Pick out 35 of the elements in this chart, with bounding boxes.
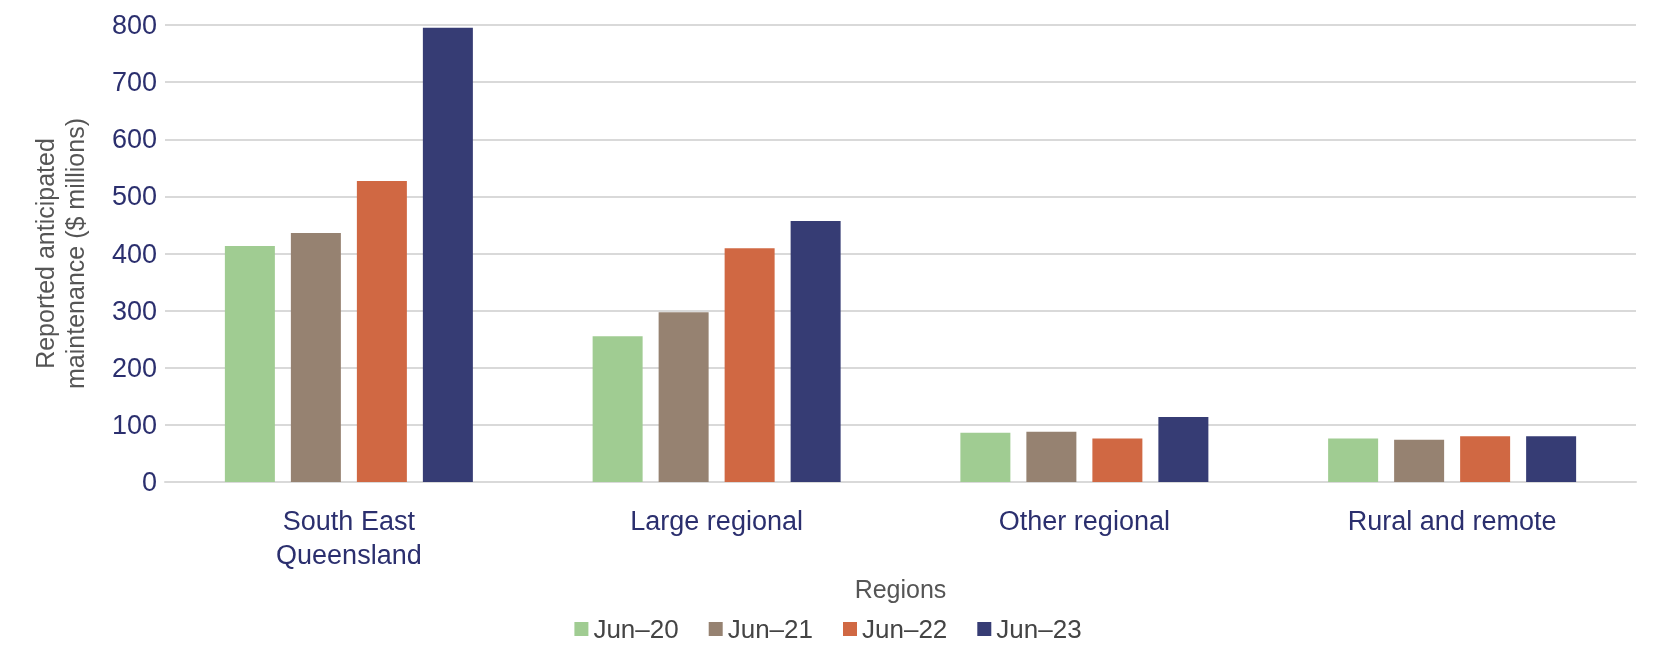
bar: [724, 248, 775, 482]
legend-label: Jun–20: [593, 614, 679, 644]
bar: [1460, 436, 1511, 482]
legend-label: Jun–22: [862, 614, 948, 644]
y-tick-label: 200: [111, 352, 157, 383]
bar: [1394, 439, 1445, 482]
bar: [356, 180, 407, 482]
x-tick-label: Rural and remote: [1347, 506, 1557, 536]
x-axis-title: Regions: [854, 575, 947, 604]
x-tick-label: Other regional: [998, 506, 1170, 536]
bar: [1026, 431, 1077, 482]
x-tick-label: Large regional: [630, 506, 803, 536]
y-tick-label: 600: [111, 124, 157, 155]
bar: [1158, 416, 1209, 482]
bar: [1328, 438, 1379, 482]
bar: [1526, 436, 1577, 482]
y-tick-label: 300: [111, 295, 157, 326]
bar: [658, 312, 709, 482]
bar: [592, 336, 643, 482]
y-tick-label: 700: [111, 67, 157, 98]
bar: [790, 220, 841, 482]
legend-label: Jun–23: [996, 614, 1082, 644]
y-tick-label: 400: [111, 238, 157, 269]
y-tick-label: 500: [111, 181, 157, 212]
x-tick-label: South East Queensland: [276, 506, 422, 570]
bar: [422, 27, 473, 482]
y-tick-label: 100: [111, 409, 157, 440]
bar: [960, 432, 1011, 482]
y-axis-title: Reported anticipated maintenance ($ millions): [31, 118, 89, 389]
bar: [290, 232, 341, 482]
y-tick-label: 800: [111, 10, 157, 40]
y-tick-label: 0: [141, 467, 157, 497]
bar: [1092, 438, 1143, 482]
legend-label: Jun–21: [727, 614, 814, 644]
bar: [224, 246, 275, 482]
